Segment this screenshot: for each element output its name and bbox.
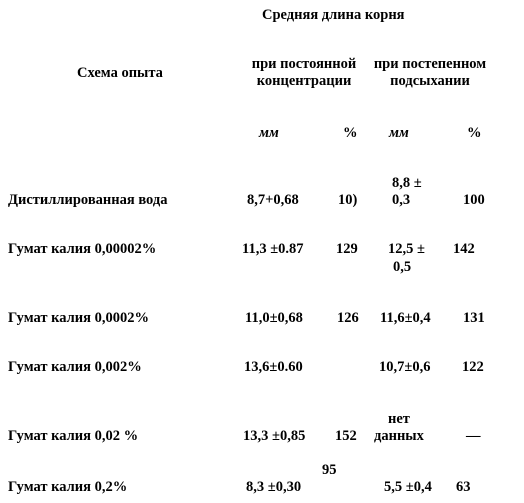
row-2-gradual-mm-line1: 12,5 ±: [388, 241, 425, 257]
main-title: Средняя длина корня: [262, 7, 405, 23]
row-3-gradual-percent: 131: [463, 310, 485, 326]
row-4-name: Гумат калия 0,002%: [8, 359, 142, 375]
row-3-constant-mm: 11,0±0,68: [245, 310, 303, 326]
unit-percent-constant: %: [343, 125, 358, 141]
row-1-name: Дистиллированная вода: [8, 192, 168, 208]
col-gradual-line2: подсыхании: [390, 73, 470, 89]
row-6-gradual-mm: 5,5 ±0,4: [384, 479, 432, 495]
row-5-name: Гумат калия 0,02 %: [8, 428, 139, 444]
row-1-constant-mm: 8,7+0,68: [247, 192, 299, 208]
row-3-name: Гумат калия 0,0002%: [8, 310, 149, 326]
row-1-gradual-mm-line2: 0,3: [392, 192, 411, 208]
row-5-gradual-percent: —: [466, 428, 481, 444]
row-1-constant-percent: 10): [338, 192, 358, 208]
row-6-name: Гумат калия 0,2%: [8, 479, 128, 495]
col-gradual-line1: при постепенном: [373, 56, 487, 72]
row-5-gradual-mm-line1: нет: [388, 411, 410, 427]
unit-mm-gradual: мм: [389, 125, 409, 141]
row-5-constant-mm: 13,3 ±0,85: [243, 428, 306, 444]
col-constant-line2: концентрации: [256, 73, 352, 89]
row-5-gradual-mm-line2: данных: [374, 428, 424, 444]
row-1-gradual-mm-line1: 8,8 ±: [392, 175, 422, 191]
unit-percent-gradual: %: [467, 125, 482, 141]
row-5-constant-percent: 152: [335, 428, 357, 444]
row-2-constant-mm: 11,3 ±0.87: [242, 241, 304, 257]
row-4-constant-mm: 13,6±0.60: [244, 359, 303, 375]
row-6-constant-percent: 95: [322, 462, 337, 478]
row-6-gradual-percent: 63: [456, 479, 471, 495]
scheme-label: Схема опыта: [77, 65, 163, 81]
row-2-name: Гумат калия 0,00002%: [8, 241, 157, 257]
col-constant-line1: при постоянной: [251, 56, 357, 72]
row-2-gradual-mm-line2: 0,5: [393, 259, 412, 275]
row-2-constant-percent: 129: [336, 241, 358, 257]
row-2-gradual-percent: 142: [453, 241, 475, 257]
row-4-gradual-mm: 10,7±0,6: [379, 359, 431, 375]
row-3-gradual-mm: 11,6±0,4: [380, 310, 431, 326]
row-3-constant-percent: 126: [337, 310, 359, 326]
row-4-gradual-percent: 122: [462, 359, 484, 375]
row-1-gradual-percent: 100: [463, 192, 485, 208]
row-6-constant-mm: 8,3 ±0,30: [246, 479, 302, 495]
unit-mm-constant: мм: [259, 125, 279, 141]
